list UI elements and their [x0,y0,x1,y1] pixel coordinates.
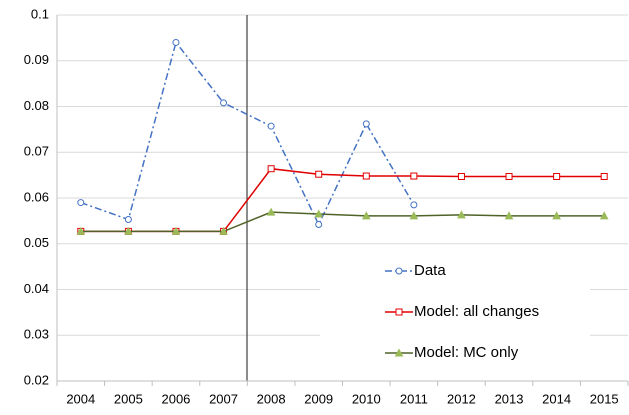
x-tick-label: 2011 [400,391,428,406]
y-tick-label: 0.04 [24,281,49,296]
y-tick-label: 0.05 [24,235,49,250]
marker [504,211,514,220]
marker [457,172,465,180]
y-tick-label: 0.02 [24,372,49,387]
x-tick-label: 2009 [304,391,333,406]
y-tick-label: 0.06 [24,189,49,204]
legend-box [320,252,590,374]
marker [361,211,371,220]
marker [77,199,85,207]
x-tick-label: 2014 [542,391,571,406]
marker [76,226,86,235]
marker [599,211,609,220]
y-tick-label: 0.08 [24,98,49,113]
marker [600,172,608,180]
marker [220,99,228,107]
x-tick-label: 2004 [66,391,95,406]
marker [362,120,370,128]
legend-marker [394,348,404,357]
marker [362,172,370,180]
x-tick-label: 2013 [495,391,524,406]
x-tick-label: 2005 [114,391,143,406]
grid [57,14,628,382]
marker [171,226,181,235]
marker [505,172,513,180]
marker [553,172,561,180]
series-line [80,40,415,227]
marker [267,165,275,173]
marker [314,209,324,218]
legend-label: Data [414,262,446,279]
y-tick-label: 0.07 [24,144,49,159]
marker [410,201,418,209]
marker [124,216,132,224]
series-line [80,211,605,233]
legend: Data Model: all changes Model: MC only [320,252,590,374]
x-tick-label: 2010 [352,391,381,406]
marker [410,172,418,180]
marker [267,122,275,130]
marker [552,211,561,220]
x-tick-label: 2012 [447,391,476,406]
legend-marker [395,267,403,275]
x-tick-label: 2006 [161,391,190,406]
y-tick-label: 0.03 [24,327,49,342]
marker [315,170,323,178]
marker [315,221,323,229]
marker [266,207,276,216]
marker [409,211,419,220]
marker [124,226,133,235]
marker [457,210,466,219]
x-tick-label: 2008 [257,391,286,406]
legend-label: Model: all changes [414,303,539,320]
marker [172,38,180,46]
legend-label: Model: MC only [414,344,519,361]
y-tick-label: 0.1 [31,6,49,21]
x-tick-label: 2015 [590,391,619,406]
y-tick-label: 0.09 [24,52,49,67]
legend-marker [395,308,403,316]
marker [219,226,228,235]
x-tick-label: 2007 [209,391,238,406]
series-line [80,167,605,233]
